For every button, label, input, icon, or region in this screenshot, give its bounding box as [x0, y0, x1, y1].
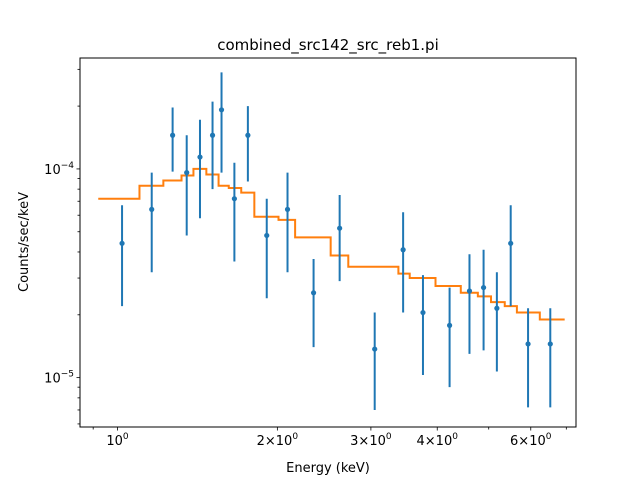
data-point: [197, 154, 203, 160]
data-point: [337, 225, 343, 231]
data-point: [218, 107, 225, 113]
model-step-line: [98, 167, 565, 321]
x-tick-label: 3×100: [350, 432, 392, 449]
data-point: [480, 284, 487, 291]
data-point: [245, 132, 251, 138]
data-point: [284, 206, 291, 212]
y-axis-label: Counts/sec/keV: [17, 192, 32, 292]
data-points-layer: [119, 72, 553, 410]
y-tick-label: 10−4: [44, 161, 74, 178]
data-point: [372, 346, 378, 352]
chart-title: combined_src142_src_reb1.pi: [217, 36, 439, 55]
x-tick-label: 4×100: [417, 432, 459, 449]
data-point: [508, 240, 514, 246]
model-line: [98, 167, 565, 321]
y-tick-label: 10−5: [44, 370, 74, 387]
x-tick-label: 100: [106, 432, 129, 449]
data-point: [420, 309, 426, 316]
data-point: [525, 341, 531, 347]
y-axis: 10−5 10−4: [44, 68, 80, 425]
x-axis-label: Energy (keV): [286, 461, 370, 476]
data-point: [466, 288, 473, 294]
x-tick-label: 6×100: [510, 432, 552, 449]
x-tick-label: 2×100: [257, 432, 299, 449]
data-point: [264, 232, 270, 239]
data-point: [149, 206, 155, 212]
data-point: [119, 240, 125, 246]
data-point: [494, 305, 500, 311]
data-point: [231, 196, 237, 202]
data-point: [446, 322, 453, 328]
data-point: [547, 341, 553, 347]
data-point: [400, 247, 406, 253]
data-point: [310, 290, 317, 296]
x-axis: 100 2×100 3×100 4×100 6×100: [92, 427, 567, 449]
data-point: [170, 132, 176, 138]
data-point: [184, 170, 190, 176]
data-point: [209, 132, 216, 138]
plot-frame: [79, 57, 577, 428]
